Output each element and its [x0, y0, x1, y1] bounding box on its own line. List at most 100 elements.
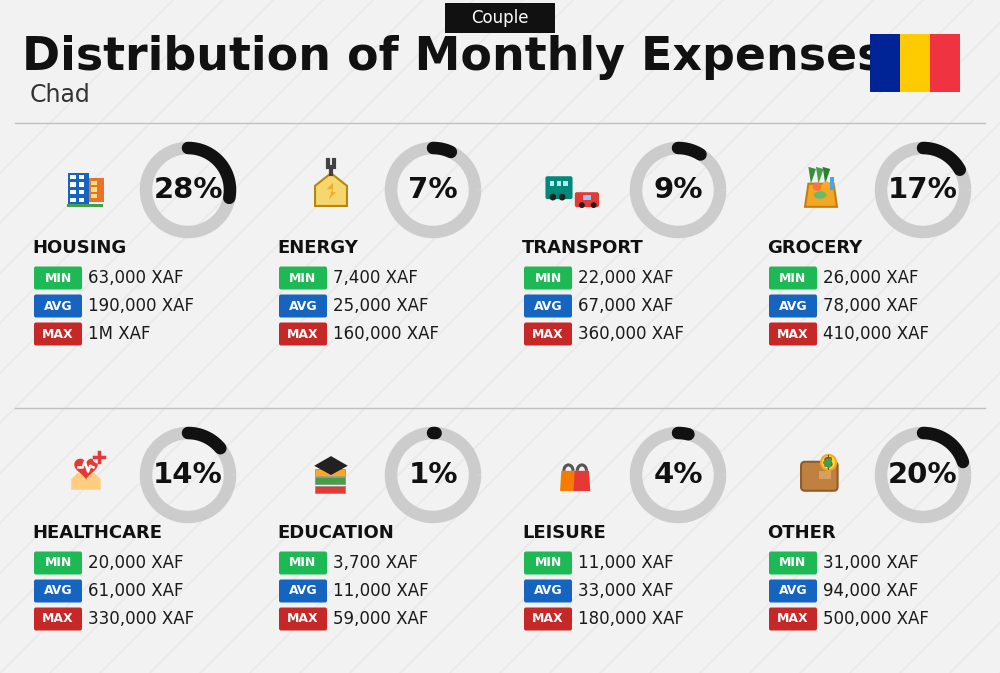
Text: 190,000 XAF: 190,000 XAF	[88, 297, 194, 315]
Text: 7,400 XAF: 7,400 XAF	[333, 269, 418, 287]
FancyBboxPatch shape	[315, 485, 345, 493]
FancyBboxPatch shape	[575, 192, 599, 207]
Bar	[70, 198, 76, 202]
Bar	[68, 173, 89, 206]
Text: 14%: 14%	[153, 461, 223, 489]
Text: 180,000 XAF: 180,000 XAF	[578, 610, 684, 628]
FancyBboxPatch shape	[524, 322, 572, 345]
Text: Chad: Chad	[30, 83, 91, 107]
Polygon shape	[823, 167, 830, 184]
Bar	[79, 175, 84, 179]
Text: 94,000 XAF: 94,000 XAF	[823, 582, 918, 600]
Text: 1M XAF: 1M XAF	[88, 325, 150, 343]
Text: 1%: 1%	[408, 461, 458, 489]
Bar	[583, 195, 591, 200]
Text: 7%: 7%	[408, 176, 458, 204]
FancyBboxPatch shape	[34, 579, 82, 602]
Bar	[67, 205, 103, 207]
FancyBboxPatch shape	[315, 477, 345, 485]
FancyBboxPatch shape	[769, 579, 817, 602]
Text: $: $	[823, 455, 834, 470]
Text: MAX: MAX	[42, 328, 74, 341]
FancyBboxPatch shape	[279, 551, 327, 575]
Circle shape	[813, 182, 821, 191]
Text: 160,000 XAF: 160,000 XAF	[333, 325, 439, 343]
Text: 500,000 XAF: 500,000 XAF	[823, 610, 929, 628]
FancyBboxPatch shape	[279, 579, 327, 602]
Text: Couple: Couple	[471, 9, 529, 27]
Text: MIN: MIN	[44, 271, 72, 285]
Text: MIN: MIN	[779, 557, 807, 569]
Text: TRANSPORT: TRANSPORT	[522, 239, 644, 257]
Bar	[70, 175, 76, 179]
FancyBboxPatch shape	[801, 462, 838, 491]
Text: 26,000 XAF: 26,000 XAF	[823, 269, 918, 287]
Text: 63,000 XAF: 63,000 XAF	[88, 269, 184, 287]
Text: MAX: MAX	[287, 612, 319, 625]
FancyBboxPatch shape	[769, 295, 817, 318]
Text: GROCERY: GROCERY	[767, 239, 862, 257]
Text: MIN: MIN	[534, 557, 562, 569]
Polygon shape	[573, 471, 590, 491]
Text: 67,000 XAF: 67,000 XAF	[578, 297, 673, 315]
Bar	[89, 178, 104, 202]
Text: 25,000 XAF: 25,000 XAF	[333, 297, 428, 315]
Bar	[70, 182, 76, 186]
Bar	[819, 471, 831, 479]
FancyBboxPatch shape	[769, 551, 817, 575]
Text: 78,000 XAF: 78,000 XAF	[823, 297, 918, 315]
Text: MAX: MAX	[777, 328, 809, 341]
FancyBboxPatch shape	[34, 322, 82, 345]
FancyBboxPatch shape	[279, 608, 327, 631]
Bar	[79, 190, 84, 194]
FancyBboxPatch shape	[279, 322, 327, 345]
Polygon shape	[71, 473, 101, 490]
Polygon shape	[808, 167, 816, 184]
Polygon shape	[327, 182, 336, 199]
Text: 17%: 17%	[888, 176, 958, 204]
Bar	[870, 34, 900, 92]
Text: MAX: MAX	[42, 612, 74, 625]
Circle shape	[591, 202, 597, 208]
Text: AVG: AVG	[534, 299, 562, 312]
Circle shape	[821, 455, 836, 470]
Bar	[557, 181, 561, 186]
Bar	[91, 188, 96, 192]
Bar	[930, 34, 960, 92]
Text: 410,000 XAF: 410,000 XAF	[823, 325, 929, 343]
Bar	[91, 181, 96, 185]
FancyBboxPatch shape	[524, 551, 572, 575]
Text: 330,000 XAF: 330,000 XAF	[88, 610, 194, 628]
Text: 9%: 9%	[653, 176, 703, 204]
Polygon shape	[816, 167, 824, 184]
Text: MAX: MAX	[532, 612, 564, 625]
Text: AVG: AVG	[289, 584, 317, 598]
Text: Distribution of Monthly Expenses: Distribution of Monthly Expenses	[22, 36, 884, 81]
Text: 11,000 XAF: 11,000 XAF	[578, 554, 674, 572]
Text: AVG: AVG	[289, 299, 317, 312]
Text: AVG: AVG	[779, 584, 807, 598]
FancyBboxPatch shape	[279, 295, 327, 318]
Text: AVG: AVG	[44, 584, 72, 598]
Text: AVG: AVG	[534, 584, 562, 598]
Text: 20,000 XAF: 20,000 XAF	[88, 554, 184, 572]
FancyBboxPatch shape	[445, 3, 555, 33]
Polygon shape	[314, 456, 348, 475]
FancyBboxPatch shape	[769, 608, 817, 631]
Text: 3,700 XAF: 3,700 XAF	[333, 554, 418, 572]
Ellipse shape	[814, 191, 826, 199]
Text: EDUCATION: EDUCATION	[277, 524, 394, 542]
FancyBboxPatch shape	[34, 267, 82, 289]
Circle shape	[550, 194, 556, 201]
Text: 360,000 XAF: 360,000 XAF	[578, 325, 684, 343]
Text: 33,000 XAF: 33,000 XAF	[578, 582, 674, 600]
Bar	[327, 461, 335, 466]
FancyBboxPatch shape	[524, 267, 572, 289]
Circle shape	[559, 194, 566, 201]
Text: MAX: MAX	[287, 328, 319, 341]
FancyBboxPatch shape	[524, 295, 572, 318]
Text: MIN: MIN	[534, 271, 562, 285]
Bar	[550, 181, 554, 186]
Text: OTHER: OTHER	[767, 524, 836, 542]
Bar	[900, 34, 930, 92]
